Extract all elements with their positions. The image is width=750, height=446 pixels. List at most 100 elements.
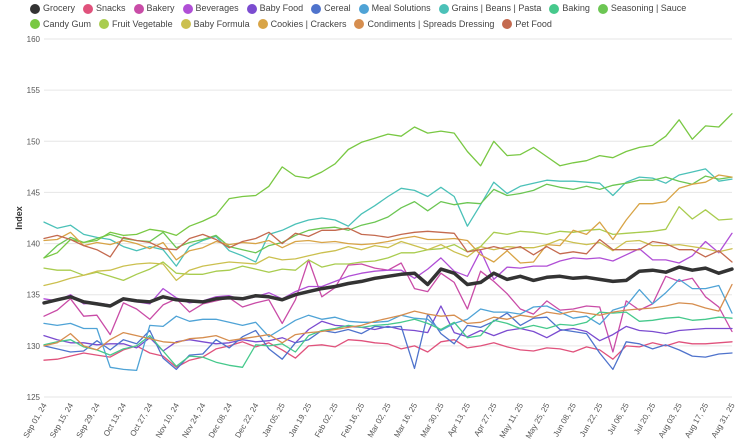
- legend-item[interactable]: Pet Food: [502, 18, 552, 31]
- x-tick-label: Aug 03, 25: [657, 401, 684, 439]
- legend-label: Bakery: [146, 3, 175, 13]
- legend-item[interactable]: Fruit Vegetable: [99, 18, 173, 31]
- series-line-pet-food: [43, 227, 733, 263]
- legend-item[interactable]: Baby Food: [246, 2, 304, 15]
- series-line-beverages: [43, 232, 733, 306]
- legend-swatch: [549, 3, 560, 14]
- legend-item[interactable]: Meal Solutions: [358, 2, 431, 15]
- legend-item[interactable]: Baby Formula: [180, 18, 250, 31]
- x-tick-label: Feb 02, 25: [313, 401, 340, 439]
- y-tick-label: 160: [27, 35, 41, 44]
- legend-swatch: [182, 3, 193, 14]
- legend-label: Cookies | Crackers: [270, 18, 347, 29]
- x-tick-label: Aug 17, 25: [683, 401, 710, 439]
- legend-swatch: [311, 3, 322, 14]
- legend-swatch: [354, 19, 365, 29]
- x-tick-label: Dec 22, 24: [233, 401, 260, 439]
- legend-swatch: [133, 3, 144, 14]
- legend-label: Baby Food: [259, 3, 304, 13]
- x-tick-label: Apr 27, 25: [472, 401, 499, 438]
- legend-swatch: [502, 19, 513, 29]
- legend-item[interactable]: Beverages: [182, 2, 239, 15]
- series-line-grocery: [42, 265, 734, 308]
- x-tick-label: Jan 19, 25: [287, 401, 314, 438]
- x-tick-label: Nov 10, 24: [154, 401, 181, 439]
- legend-label: Baking: [562, 3, 590, 13]
- x-tick-label: May 25, 25: [524, 401, 552, 440]
- legend-item[interactable]: Candy Gum: [30, 18, 91, 31]
- x-tick-label: Feb 16, 25: [339, 401, 366, 439]
- legend-label: Meal Solutions: [371, 3, 431, 13]
- y-axis-label: Index: [14, 206, 24, 230]
- legend-swatch: [30, 19, 40, 29]
- x-tick-label: Jun 08, 25: [551, 401, 578, 438]
- legend-swatch: [83, 3, 94, 14]
- legend-swatch: [597, 3, 608, 14]
- x-tick-label: Mar 02, 25: [366, 401, 393, 439]
- y-tick-label: 145: [27, 188, 41, 197]
- series-line-candy-gum: [43, 113, 733, 259]
- legend-item[interactable]: Cookies | Crackers: [257, 18, 347, 31]
- legend-item[interactable]: Bakery: [133, 2, 175, 15]
- series-line-condiments-spreads-dressing: [43, 283, 733, 351]
- x-tick-label: Jul 06, 25: [606, 401, 631, 436]
- x-tick-label: Dec 08, 24: [207, 401, 234, 439]
- legend-label: Candy Gum: [43, 18, 92, 29]
- x-tick-label: Sep 15, 24: [48, 401, 75, 439]
- x-tick-label: Sep 29, 24: [75, 401, 102, 439]
- series-line-seasoning-sauce: [43, 175, 733, 259]
- y-tick-label: 155: [27, 86, 41, 95]
- series-line-cereal: [43, 312, 733, 371]
- chart-legend: Grocery Snacks Bakery Beverages Baby Food Cer…: [30, 2, 745, 33]
- x-tick-label: Jun 22, 25: [578, 401, 605, 438]
- legend-swatch: [246, 3, 257, 14]
- legend-item[interactable]: Seasoning | Sauce: [597, 2, 687, 15]
- legend-item[interactable]: Snacks: [83, 2, 126, 15]
- y-tick-label: 150: [27, 137, 41, 146]
- y-tick-label: 135: [27, 291, 41, 300]
- series-line-grains-beans-pasta: [43, 168, 733, 267]
- legend-label: Condiments | Spreads Dressing: [367, 18, 495, 29]
- legend-label: Baby Formula: [193, 18, 250, 29]
- y-tick-label: 130: [27, 342, 41, 351]
- legend-swatch: [438, 3, 449, 14]
- legend-label: Cereal: [324, 3, 351, 13]
- series-line-meal-solutions: [43, 278, 733, 372]
- x-tick-label: Oct 27, 24: [128, 401, 155, 438]
- legend-item[interactable]: Baking: [549, 2, 590, 15]
- legend-label: Pet Food: [515, 18, 552, 29]
- x-tick-label: Sep 01, 24: [22, 401, 49, 439]
- legend-label: Grains | Beans | Pasta: [451, 3, 542, 13]
- x-tick-label: Oct 13, 24: [102, 401, 129, 438]
- legend-item[interactable]: Cereal: [311, 2, 351, 15]
- legend-swatch: [99, 19, 110, 29]
- y-tick-label: 125: [27, 393, 41, 402]
- x-tick-label: Apr 13, 25: [446, 401, 473, 438]
- legend-label: Grocery: [43, 3, 76, 13]
- y-tick-label: 140: [27, 240, 41, 249]
- legend-swatch: [358, 3, 369, 14]
- legend-item[interactable]: Grains | Beans | Pasta: [438, 2, 542, 15]
- x-tick-label: Aug 31, 25: [710, 401, 737, 439]
- x-tick-label: Jul 20, 25: [632, 401, 657, 436]
- legend-label: Snacks: [96, 3, 126, 13]
- series-line-baby-formula: [43, 238, 733, 287]
- x-tick-label: Mar 30, 25: [419, 401, 446, 439]
- series-line-snacks: [43, 339, 733, 368]
- x-tick-label: Mar 16, 25: [392, 401, 419, 439]
- legend-swatch: [180, 19, 191, 29]
- legend-swatch: [30, 3, 40, 14]
- legend-label: Fruit Vegetable: [112, 18, 173, 29]
- legend-label: Seasoning | Sauce: [610, 3, 687, 13]
- series-line-cookies-crackers: [43, 174, 733, 264]
- legend-item[interactable]: Grocery: [30, 2, 75, 15]
- legend-label: Beverages: [195, 3, 239, 13]
- x-tick-label: Jan 05, 25: [260, 401, 287, 438]
- legend-item[interactable]: Condiments | Spreads Dressing: [354, 18, 494, 31]
- x-tick-label: May 11, 25: [498, 401, 526, 440]
- x-tick-label: Nov 24, 24: [180, 401, 207, 439]
- series-line-baking: [43, 311, 733, 368]
- legend-swatch: [257, 19, 268, 29]
